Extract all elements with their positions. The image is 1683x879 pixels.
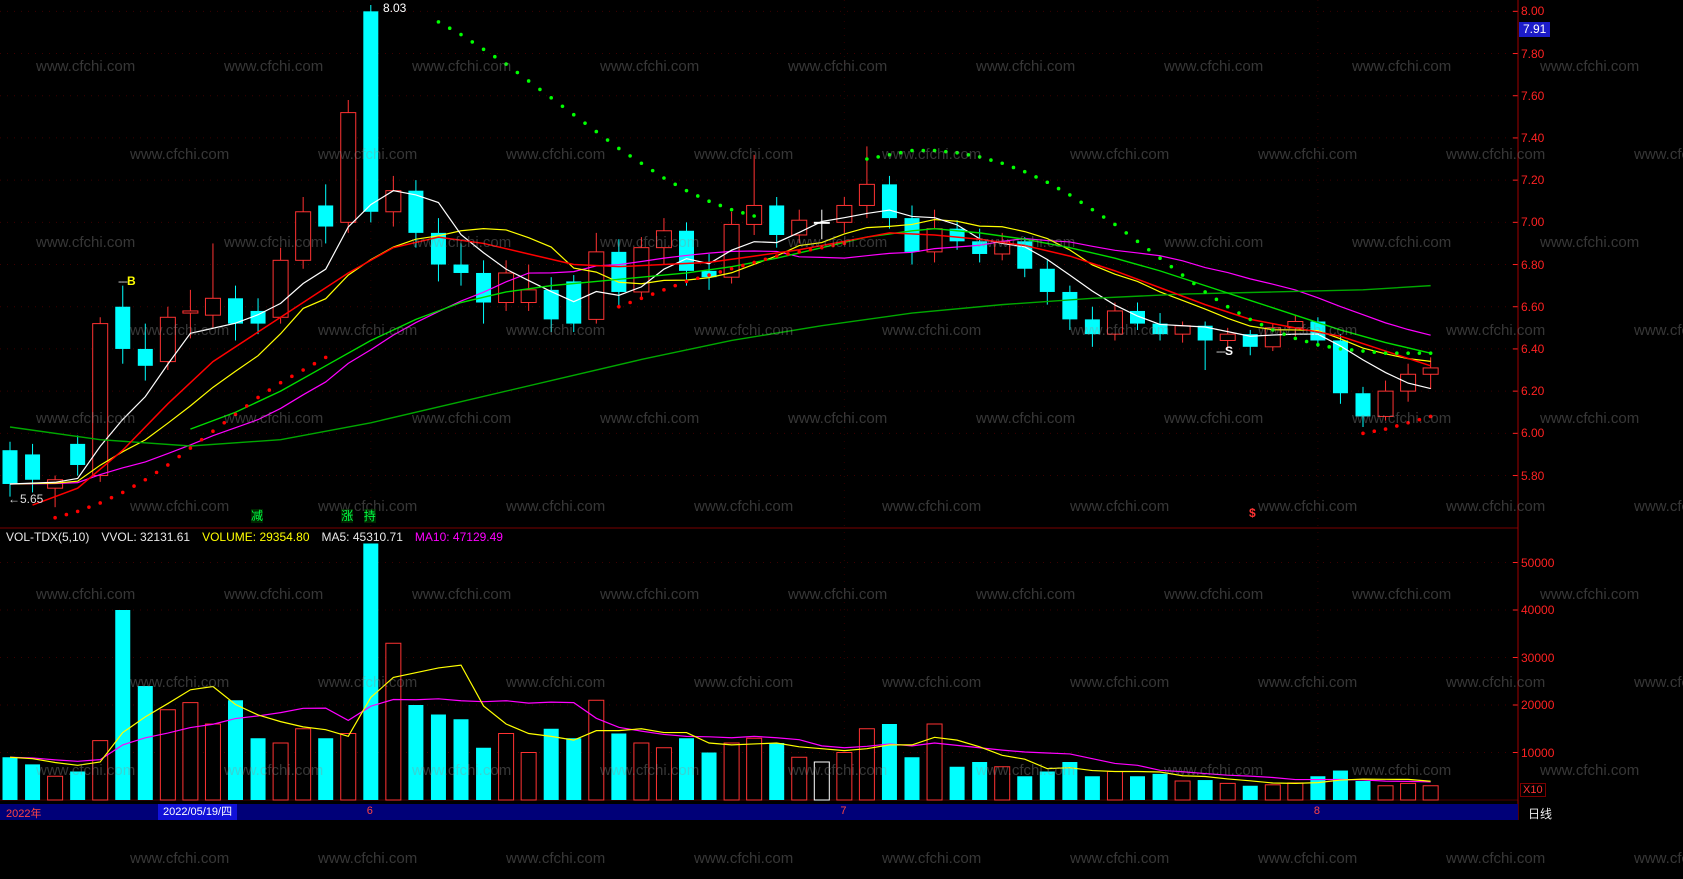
buy-signal-dashes: ---: [118, 274, 128, 288]
indicator-name[interactable]: VOL-TDX(5,10): [6, 530, 90, 544]
sell-signal-letter: S: [1225, 344, 1234, 358]
event-flag[interactable]: 持: [363, 509, 376, 523]
sell-signal-dashes: ---: [1216, 344, 1226, 358]
price-axis-label: 6.00: [1521, 426, 1545, 441]
price-axis-label: 8.00: [1521, 4, 1545, 19]
indicator-ma10-value: MA10: 47129.49: [414, 530, 503, 544]
sell-signal-marker: ---S: [1216, 344, 1233, 358]
price-axis-label: 6.60: [1521, 299, 1545, 314]
event-flag[interactable]: 减: [251, 509, 264, 523]
volume-axis-label: 10000: [1521, 745, 1555, 760]
price-axis-label: 6.80: [1521, 257, 1545, 272]
price-axis-label: 7.80: [1521, 46, 1545, 61]
volume-axis-label: 20000: [1521, 698, 1555, 712]
current-price-badge: 7.91: [1519, 22, 1551, 37]
selected-date-box[interactable]: 2022/05/19/四: [158, 804, 238, 820]
buy-signal-marker: ---B: [118, 274, 136, 288]
volume-unit-label: X10: [1520, 783, 1546, 797]
event-flag[interactable]: 涨: [341, 509, 354, 523]
volume-axis-label: 50000: [1521, 555, 1555, 570]
dividend-event-marker[interactable]: $: [1249, 506, 1256, 520]
price-axis-label: 7.00: [1521, 215, 1545, 230]
month-marker: 8: [1313, 805, 1321, 817]
volume-indicator-bar: VOL-TDX(5,10) VVOL: 32131.61 VOLUME: 29354…: [6, 530, 515, 544]
volume-axis-label: 40000: [1521, 603, 1555, 617]
price-axis-label: 7.20: [1521, 173, 1545, 188]
timeline-bar: 2022年 2022/05/19/四: [0, 804, 1518, 820]
price-axis-label: 6.40: [1521, 341, 1545, 356]
peak-price-label: 8.03: [383, 1, 407, 15]
buy-signal-letter: B: [127, 274, 136, 288]
month-marker: 6: [366, 805, 373, 817]
timeline-year-label: 2022年: [6, 808, 42, 820]
month-marker: 7: [840, 805, 847, 817]
indicator-volume-value: VOLUME: 29354.80: [202, 530, 310, 544]
volume-axis-label: 30000: [1521, 650, 1555, 665]
indicator-vvol-value: VVOL: 32131.61: [101, 530, 191, 544]
period-selector[interactable]: 日线: [1528, 807, 1553, 821]
indicator-ma5-value: MA5: 45310.71: [321, 530, 403, 544]
price-axis-label: 7.40: [1521, 130, 1545, 145]
price-axis-label: 6.20: [1521, 384, 1545, 399]
price-axis-label: 5.80: [1521, 468, 1545, 483]
low-price-label: ←5.65: [8, 492, 44, 506]
price-axis-label: 7.60: [1521, 88, 1545, 103]
